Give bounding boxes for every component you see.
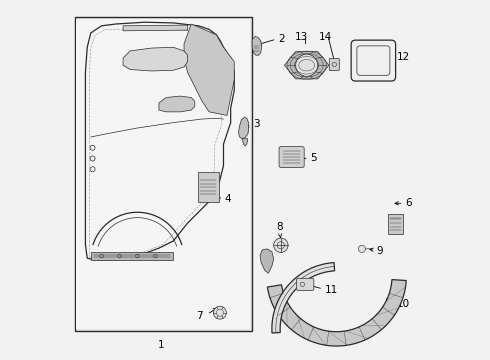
Text: 7: 7 (196, 311, 203, 321)
Polygon shape (184, 24, 234, 116)
Polygon shape (159, 96, 195, 112)
Polygon shape (285, 51, 329, 79)
FancyBboxPatch shape (389, 214, 403, 234)
FancyBboxPatch shape (296, 278, 314, 291)
Text: 3: 3 (253, 119, 260, 129)
Text: 14: 14 (319, 32, 332, 41)
FancyBboxPatch shape (351, 40, 395, 81)
Polygon shape (239, 117, 248, 139)
Polygon shape (91, 252, 173, 260)
Polygon shape (252, 37, 262, 55)
Polygon shape (272, 262, 335, 333)
Text: 1: 1 (157, 340, 164, 350)
Text: 6: 6 (405, 198, 412, 208)
Text: 9: 9 (376, 246, 383, 256)
Circle shape (295, 54, 318, 76)
Polygon shape (123, 47, 188, 71)
Polygon shape (268, 280, 406, 346)
Polygon shape (242, 139, 248, 146)
FancyBboxPatch shape (76, 19, 250, 329)
Text: 11: 11 (324, 285, 338, 295)
Text: 10: 10 (396, 299, 410, 309)
Text: 5: 5 (310, 153, 317, 163)
Text: 13: 13 (295, 32, 308, 41)
FancyBboxPatch shape (197, 172, 219, 202)
FancyBboxPatch shape (329, 58, 339, 71)
Circle shape (274, 238, 288, 252)
Polygon shape (123, 25, 188, 31)
Text: 4: 4 (225, 194, 232, 204)
FancyBboxPatch shape (74, 17, 252, 330)
Text: 12: 12 (397, 52, 410, 62)
Text: 2: 2 (278, 34, 285, 44)
Circle shape (358, 245, 366, 252)
Text: 8: 8 (276, 222, 283, 232)
Circle shape (214, 306, 226, 319)
FancyBboxPatch shape (279, 147, 304, 167)
Polygon shape (260, 249, 274, 273)
